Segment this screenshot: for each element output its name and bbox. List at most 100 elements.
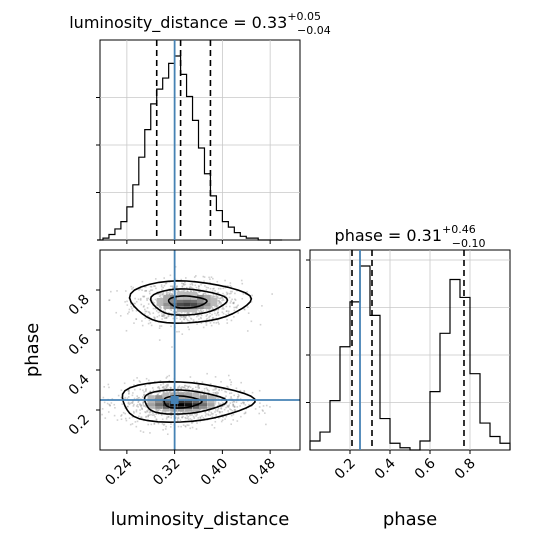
gridlines	[310, 250, 510, 450]
sample-point	[180, 425, 182, 428]
sample-point	[169, 292, 171, 294]
sample-point	[127, 405, 129, 408]
sample-point	[128, 308, 131, 311]
sample-point	[131, 288, 133, 290]
sample-point	[216, 391, 218, 393]
sample-point	[186, 290, 188, 293]
sample-point	[176, 414, 179, 416]
sample-point	[153, 380, 156, 383]
sample-point	[172, 287, 175, 289]
sample-point	[183, 391, 186, 394]
sample-point	[209, 278, 211, 281]
sample-point	[251, 391, 254, 394]
sample-point	[166, 317, 168, 319]
sample-point	[217, 311, 219, 314]
density-cell	[210, 298, 218, 306]
sample-point	[265, 423, 267, 426]
sample-point	[148, 414, 151, 416]
sample-point	[221, 299, 223, 302]
sample-point	[204, 410, 207, 413]
sample-point	[203, 390, 206, 393]
sample-point	[199, 309, 202, 312]
sample-point	[180, 315, 183, 318]
sample-point	[158, 387, 161, 389]
y-tick-label: 0.8	[66, 292, 93, 319]
sample-point	[207, 286, 209, 289]
sample-point	[169, 411, 172, 414]
sample-point	[135, 410, 138, 413]
sample-point	[142, 295, 144, 298]
sample-point	[178, 330, 180, 333]
sample-point	[154, 405, 156, 407]
title-upper: +0.46	[442, 223, 476, 236]
title-lower: −0.04	[297, 24, 331, 37]
sample-point	[222, 287, 225, 290]
sample-point	[208, 410, 210, 413]
sample-point	[226, 318, 228, 321]
sample-point	[160, 414, 163, 416]
sample-point	[198, 387, 200, 389]
sample-point	[157, 413, 160, 415]
sample-point	[189, 286, 192, 288]
sample-point	[182, 316, 184, 318]
sample-point	[176, 317, 178, 320]
sample-point	[176, 391, 179, 394]
sample-point	[222, 306, 224, 309]
sample-point	[152, 312, 155, 314]
sample-point	[190, 290, 193, 293]
sample-point	[175, 310, 178, 313]
sample-point	[212, 389, 215, 391]
sample-point	[190, 317, 192, 320]
sample-point	[194, 284, 197, 287]
sample-point	[146, 299, 148, 301]
sample-point	[113, 403, 116, 406]
sample-point	[162, 314, 165, 317]
sample-point	[191, 426, 194, 429]
sample-point	[187, 312, 189, 315]
sample-point	[143, 394, 145, 397]
sample-point	[182, 386, 185, 389]
sample-point	[198, 318, 200, 320]
sample-point	[170, 416, 172, 419]
sample-point	[244, 411, 247, 414]
sample-point	[231, 290, 233, 293]
sample-point	[209, 312, 211, 315]
sample-point	[160, 297, 162, 299]
title-upper: +0.05	[287, 10, 321, 23]
sample-point	[102, 396, 105, 399]
sample-point	[198, 396, 201, 399]
sample-point	[120, 418, 123, 421]
sample-point	[171, 285, 174, 288]
sample-point	[189, 418, 192, 420]
sample-point	[225, 314, 227, 316]
sample-point	[191, 388, 194, 390]
sample-point	[176, 289, 179, 292]
sample-point	[217, 314, 220, 316]
sample-point	[165, 385, 167, 387]
sample-point	[232, 302, 235, 304]
sample-point	[154, 400, 156, 403]
sample-point	[106, 402, 109, 405]
sample-point	[175, 286, 178, 289]
sample-point	[128, 390, 130, 392]
sample-point	[152, 412, 154, 415]
sample-point	[179, 318, 182, 320]
sample-point	[140, 303, 143, 306]
sample-point	[240, 279, 243, 282]
sample-point	[221, 414, 223, 416]
sample-point	[149, 391, 152, 393]
sample-point	[143, 391, 145, 393]
sample-point	[236, 305, 238, 308]
sample-point	[192, 320, 195, 322]
sample-point	[220, 408, 223, 410]
sample-point	[232, 302, 235, 305]
sample-point	[184, 384, 186, 387]
sample-point	[229, 408, 231, 410]
sample-point	[149, 432, 151, 434]
sample-point	[146, 297, 148, 300]
x-tick-label: 0.6	[412, 455, 439, 482]
sample-point	[154, 403, 156, 406]
sample-point	[153, 316, 155, 319]
sample-point	[225, 305, 228, 308]
